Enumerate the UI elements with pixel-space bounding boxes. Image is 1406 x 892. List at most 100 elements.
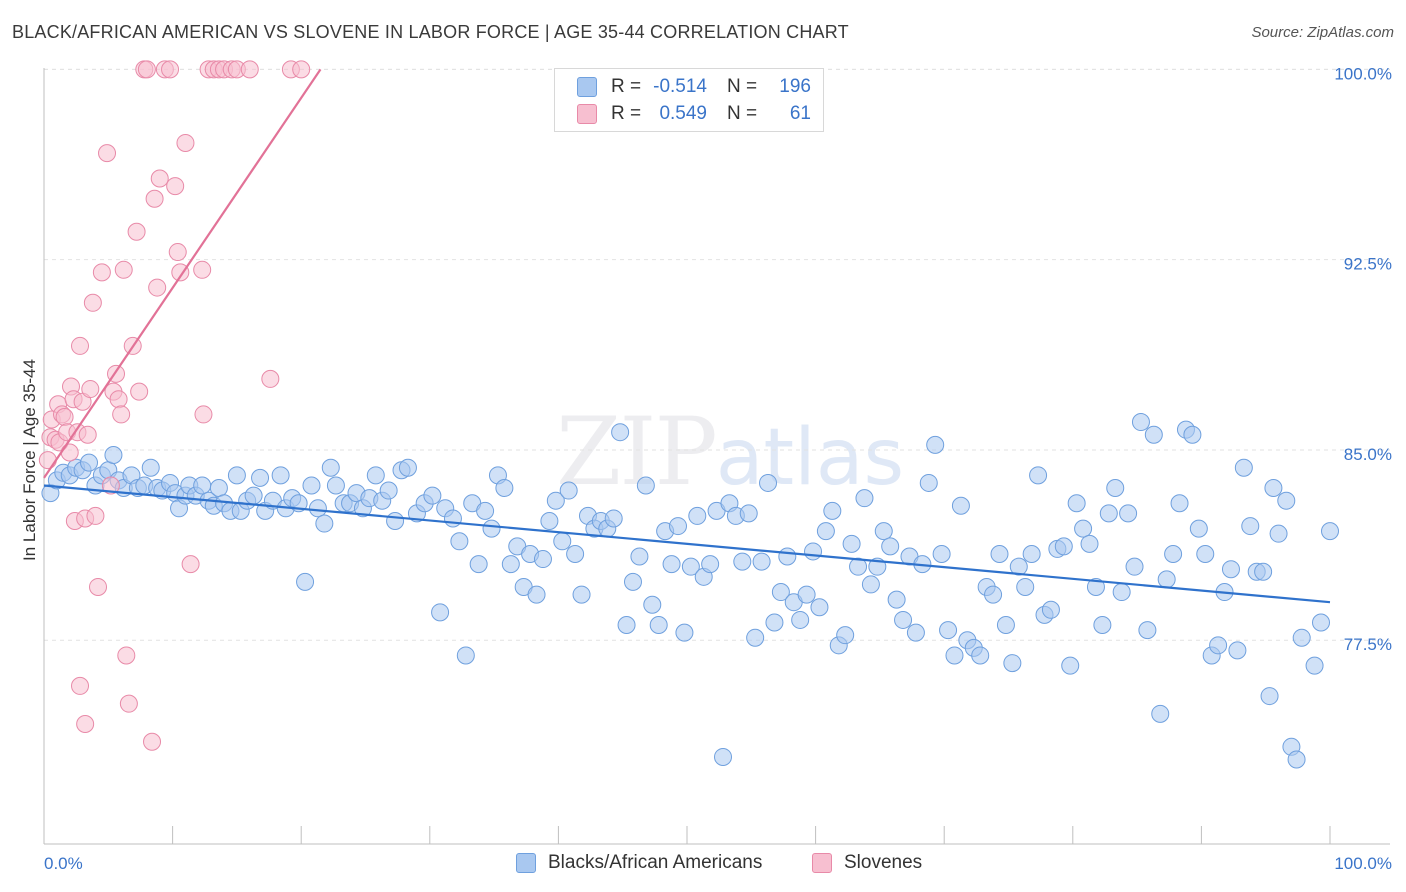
point-slovenes: [176, 133, 195, 152]
legend-label-slovenes: Slovenes: [844, 852, 923, 873]
point-slovenes: [109, 390, 128, 409]
point-slovenes: [101, 476, 120, 495]
point-blacks: [881, 537, 900, 556]
point-blacks: [791, 610, 810, 629]
legend-label-blacks: Blacks/African Americans: [548, 852, 763, 873]
point-slovenes: [148, 278, 167, 297]
legend-swatch-blacks: [577, 77, 597, 97]
point-blacks: [1277, 491, 1296, 510]
point-blacks: [990, 544, 1009, 563]
point-blacks: [906, 623, 925, 642]
point-blacks: [1106, 479, 1125, 498]
legend-n-label: N =: [727, 76, 758, 97]
point-blacks: [765, 613, 784, 632]
point-slovenes: [119, 694, 138, 713]
point-blacks: [919, 473, 938, 492]
point-blacks: [501, 555, 520, 574]
point-blacks: [1228, 641, 1247, 660]
point-slovenes: [89, 577, 108, 596]
point-blacks: [296, 572, 315, 591]
point-slovenes: [161, 60, 180, 79]
point-slovenes: [150, 169, 169, 188]
point-blacks: [1287, 750, 1306, 769]
point-blacks: [778, 547, 797, 566]
point-blacks: [874, 522, 893, 541]
point-blacks: [759, 473, 778, 492]
point-slovenes: [137, 60, 156, 79]
point-blacks: [739, 504, 758, 523]
point-blacks: [771, 583, 790, 602]
point-blacks: [887, 590, 906, 609]
point-blacks: [423, 486, 442, 505]
point-blacks: [1009, 557, 1028, 576]
point-blacks: [495, 479, 514, 498]
x-tick-label-min: 0.0%: [44, 854, 83, 873]
point-blacks: [1016, 577, 1035, 596]
point-blacks: [1074, 519, 1093, 538]
point-blacks: [321, 458, 340, 477]
point-blacks: [1151, 704, 1170, 723]
point-blacks: [1209, 636, 1228, 655]
stats-legend: R = -0.514 N = 196 R = 0.549 N = 61: [554, 68, 824, 132]
legend-r-value: -0.514: [653, 76, 707, 97]
point-blacks: [1125, 557, 1144, 576]
point-blacks: [842, 534, 861, 553]
point-blacks: [623, 572, 642, 591]
point-slovenes: [81, 380, 100, 399]
point-blacks: [566, 544, 585, 563]
point-blacks: [1321, 522, 1339, 541]
point-blacks: [431, 603, 450, 622]
point-blacks: [746, 628, 765, 647]
point-blacks: [668, 517, 687, 536]
point-slovenes: [240, 60, 259, 79]
point-blacks: [932, 544, 951, 563]
point-blacks: [559, 481, 578, 500]
legend-r-value: 0.549: [659, 103, 707, 124]
point-blacks: [1086, 577, 1105, 596]
point-blacks: [1061, 656, 1080, 675]
point-blacks: [1138, 621, 1157, 640]
legend-item-blacks[interactable]: Blacks/African Americans: [516, 852, 762, 874]
point-blacks: [951, 496, 970, 515]
point-blacks: [1241, 517, 1260, 536]
y-tick-label: 92.5%: [1344, 255, 1392, 274]
point-slovenes: [145, 189, 164, 208]
point-slovenes: [130, 382, 149, 401]
watermark-atlas: atlas: [715, 413, 905, 503]
watermark: ZIPatlas: [556, 398, 904, 507]
point-blacks: [971, 646, 990, 665]
legend-swatch-slovenes: [812, 853, 832, 873]
point-blacks: [1131, 413, 1150, 432]
point-blacks: [1119, 504, 1138, 523]
point-blacks: [326, 476, 345, 495]
point-blacks: [469, 555, 488, 574]
point-blacks: [1099, 504, 1118, 523]
point-slovenes: [171, 263, 190, 282]
point-blacks: [926, 435, 945, 454]
point-slovenes: [168, 243, 187, 262]
point-blacks: [1260, 687, 1279, 706]
point-blacks: [398, 458, 417, 477]
point-blacks: [649, 616, 668, 635]
legend-item-slovenes[interactable]: Slovenes: [812, 852, 922, 874]
point-slovenes: [166, 177, 185, 196]
legend-r-label: R =: [611, 103, 642, 124]
point-blacks: [810, 598, 829, 617]
trendline-blacks: [43, 484, 1331, 604]
point-blacks: [1054, 537, 1073, 556]
chart-title: BLACK/AFRICAN AMERICAN VS SLOVENE IN LAB…: [12, 22, 849, 42]
point-blacks: [836, 626, 855, 645]
legend-n-value: 61: [789, 103, 811, 124]
point-blacks: [1221, 560, 1240, 579]
point-slovenes: [117, 646, 136, 665]
point-blacks: [386, 511, 405, 530]
point-slovenes: [92, 263, 111, 282]
point-blacks: [1183, 425, 1202, 444]
point-blacks: [630, 547, 649, 566]
legend-swatch-blacks: [516, 853, 536, 873]
point-blacks: [1269, 524, 1288, 543]
point-blacks: [193, 476, 212, 495]
point-blacks: [572, 585, 591, 604]
point-blacks: [209, 479, 228, 498]
legend-swatch-slovenes: [577, 104, 597, 124]
